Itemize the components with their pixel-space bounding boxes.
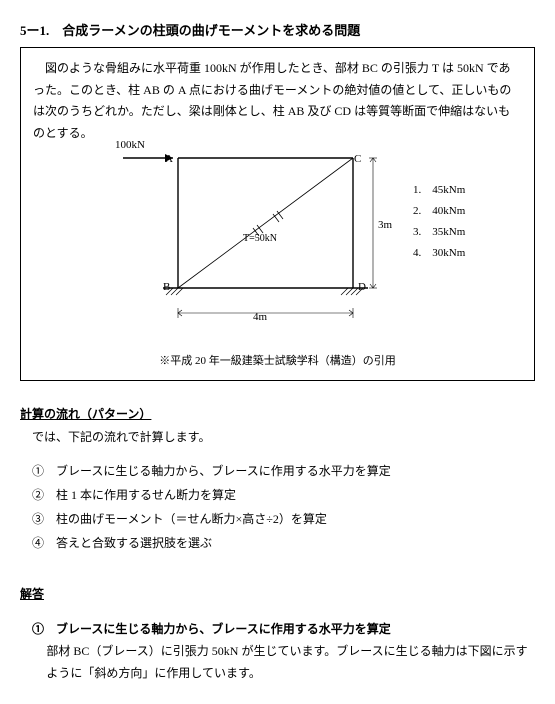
frame-diagram: 100kN A B C D T=50kN 3m 4m 1. 45kNm 2. 4… bbox=[33, 148, 522, 348]
answer-step1-body: 部材 BC（ブレース）に引張力 50kN が生じています。ブレースに生じる軸力は… bbox=[46, 641, 535, 684]
flow-heading: 計算の流れ（パターン） bbox=[20, 405, 535, 422]
problem-title: 5ー1. 合成ラーメンの柱頭の曲げモーメントを求める問題 bbox=[20, 20, 535, 39]
dim-width: 4m bbox=[253, 308, 267, 328]
answer-choices: 1. 45kNm 2. 40kNm 3. 35kNm 4. 30kNm bbox=[413, 180, 465, 264]
brace-force-label: T=50kN bbox=[243, 230, 277, 248]
choice-1: 1. 45kNm bbox=[413, 180, 465, 201]
choice-3: 3. 35kNm bbox=[413, 222, 465, 243]
dim-height: 3m bbox=[378, 216, 392, 236]
choice-4: 4. 30kNm bbox=[413, 243, 465, 264]
load-label: 100kN bbox=[115, 136, 145, 156]
node-label-b: B bbox=[163, 278, 170, 298]
problem-statement: 図のような骨組みに水平荷重 100kN が作用したとき、部材 BC の引張力 T… bbox=[33, 58, 522, 144]
flow-step-1: ① ブレースに生じる軸力から、ブレースに作用する水平力を算定 bbox=[20, 459, 535, 483]
problem-box: 図のような骨組みに水平荷重 100kN が作用したとき、部材 BC の引張力 T… bbox=[20, 47, 535, 381]
node-label-c: C bbox=[354, 150, 361, 170]
node-label-d: D bbox=[358, 278, 366, 298]
choice-2: 2. 40kNm bbox=[413, 201, 465, 222]
flow-step-4: ④ 答えと合致する選択肢を選ぶ bbox=[20, 531, 535, 555]
flow-steps: ① ブレースに生じる軸力から、ブレースに作用する水平力を算定 ② 柱 1 本に作… bbox=[20, 459, 535, 555]
answer-heading: 解答 bbox=[20, 585, 535, 602]
flow-intro: では、下記の流れで計算します。 bbox=[32, 428, 535, 445]
answer-step1-heading: ① ブレースに生じる軸力から、ブレースに作用する水平力を算定 bbox=[20, 620, 535, 637]
flow-step-2: ② 柱 1 本に作用するせん断力を算定 bbox=[20, 483, 535, 507]
node-label-a: A bbox=[165, 150, 173, 170]
flow-step-3: ③ 柱の曲げモーメント（＝せん断力×高さ÷2）を算定 bbox=[20, 507, 535, 531]
citation: ※平成 20 年一級建築士試験学科（構造）の引用 bbox=[33, 352, 522, 372]
